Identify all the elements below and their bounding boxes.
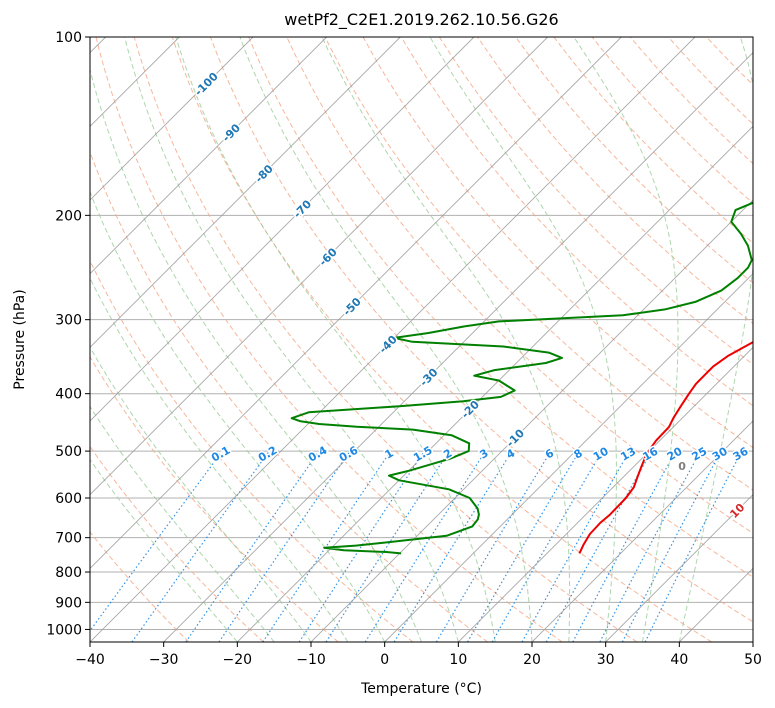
y-tick-label: 500 xyxy=(55,444,82,460)
x-tick-label: 20 xyxy=(523,652,541,668)
x-tick-label: −10 xyxy=(296,652,326,668)
isotherm-line xyxy=(237,125,753,642)
dry-adiabat-line xyxy=(90,259,414,642)
x-tick-label: 10 xyxy=(449,652,467,668)
isotherm-line xyxy=(90,37,327,275)
dry-adiabat-line xyxy=(477,37,753,325)
dry-adiabat-line xyxy=(438,37,753,365)
isotherm-line xyxy=(90,37,696,642)
x-tick-label: 50 xyxy=(744,652,762,668)
y-tick-label: 200 xyxy=(55,208,82,224)
moist-adiabat-line xyxy=(90,190,386,642)
mixing-ratio-line xyxy=(218,450,351,642)
mixing-ratio-line xyxy=(325,450,450,642)
y-axis-label: Pressure (hPa) xyxy=(12,289,28,389)
moist-adiabat-line xyxy=(239,37,533,642)
dry-adiabat-line xyxy=(324,37,753,491)
mixing-ratio-line xyxy=(90,450,223,632)
y-tick-label: 400 xyxy=(55,387,82,403)
x-axis-label: Temperature (°C) xyxy=(360,681,482,697)
mixing-ratio-line xyxy=(521,450,631,642)
isotherm-line xyxy=(90,37,548,496)
moist-adiabat-line xyxy=(90,67,422,642)
y-tick-label: 100 xyxy=(55,30,82,46)
isotherm-line xyxy=(163,52,753,642)
y-axis-ticks: 100 200 300 400 500 600 700 800 900 1000 xyxy=(46,30,90,638)
y-tick-label: 900 xyxy=(55,595,82,611)
x-tick-label: −40 xyxy=(75,652,105,668)
isotherm-line xyxy=(310,199,753,642)
mixing-ratio-line xyxy=(491,450,603,642)
mixing-ratio-line xyxy=(393,450,513,642)
mixing-ratio-line xyxy=(185,450,320,642)
moist-adiabats xyxy=(90,37,753,642)
isotherm-line xyxy=(458,346,753,642)
y-tick-label: 600 xyxy=(55,491,82,507)
dewpoint-profile xyxy=(290,201,753,555)
isotherm-line xyxy=(531,420,753,642)
x-tick-label: 0 xyxy=(380,652,389,668)
x-tick-label: −30 xyxy=(149,652,179,668)
isotherm-line xyxy=(605,494,753,642)
isotherm-line xyxy=(90,37,475,422)
plot-frame xyxy=(89,36,754,643)
sounding-series xyxy=(290,201,753,555)
moist-adiabat-line xyxy=(90,405,275,642)
isotherm-line xyxy=(90,37,254,201)
mixing-ratio-lines xyxy=(90,450,743,642)
isotherm-line xyxy=(384,273,753,642)
dry-adiabat-line xyxy=(248,37,753,578)
dry-adiabat-line xyxy=(95,37,563,642)
mixing-ratio-line xyxy=(466,450,580,642)
mixing-ratio-line xyxy=(435,450,552,642)
dry-adiabat-line xyxy=(90,150,488,642)
x-tick-label: −20 xyxy=(223,652,253,668)
dry-adiabat-line xyxy=(90,531,190,642)
mixing-ratio-line xyxy=(572,450,677,642)
isotherms xyxy=(90,37,753,642)
moist-adiabat-line xyxy=(90,277,349,642)
moist-adiabat-line xyxy=(678,37,753,642)
moist-adiabat-label: 0 xyxy=(678,460,686,473)
moist-adiabat-line xyxy=(175,37,496,642)
y-tick-label: 700 xyxy=(55,531,82,547)
moist-adiabat-line xyxy=(429,37,617,642)
y-tick-label: 300 xyxy=(55,313,82,329)
isotherm-line xyxy=(90,37,622,569)
temperature-profile xyxy=(578,341,753,554)
isotherm-line xyxy=(90,37,401,348)
moist-adiabat-line xyxy=(90,458,238,642)
moist-adiabat-line xyxy=(321,37,571,642)
y-tick-label: 1000 xyxy=(46,622,82,638)
chart-title: wetPf2_C2E1.2019.262.10.56.G26 xyxy=(284,10,558,30)
dry-adiabat-line xyxy=(171,37,712,642)
y-tick-label: 800 xyxy=(55,565,82,581)
x-axis-ticks: −40 −30 −20 −10 0 10 20 30 40 50 xyxy=(75,642,762,668)
mixing-ratio-line xyxy=(131,450,270,642)
dry-adiabat-line xyxy=(286,37,753,534)
dry-adiabat-line xyxy=(591,37,753,204)
moist-adiabat-line xyxy=(124,37,459,642)
dry-adiabat-line xyxy=(400,37,753,407)
dry-adiabat-line xyxy=(133,37,638,642)
moist-adiabat-line xyxy=(573,37,679,642)
dry-adiabat-line xyxy=(553,37,753,244)
x-tick-label: 40 xyxy=(670,652,688,668)
x-tick-label: 30 xyxy=(597,652,615,668)
mixing-ratio-line xyxy=(364,450,486,642)
